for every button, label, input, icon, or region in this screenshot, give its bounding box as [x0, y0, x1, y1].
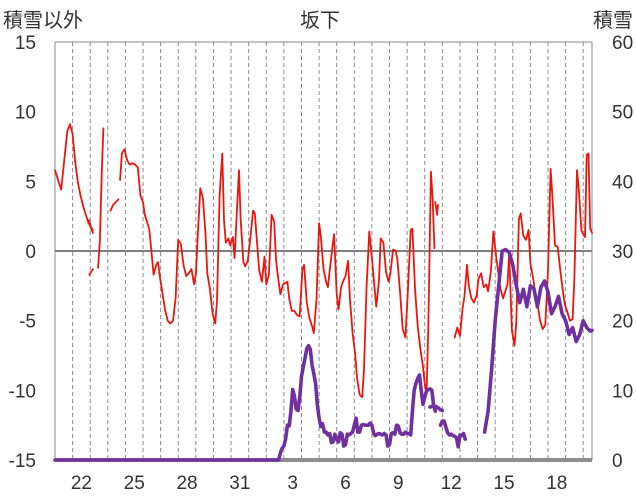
x-tick-label: 25 [124, 473, 145, 494]
left-tick-label: -5 [19, 312, 36, 333]
series-2-line-segment [428, 403, 445, 413]
series-2-line-segment [482, 247, 594, 434]
right-tick-label: 10 [612, 381, 633, 402]
right-tick-label: 60 [612, 33, 633, 54]
right-tick-label: 20 [612, 312, 633, 333]
x-tick-label: 18 [546, 473, 567, 494]
series-2-line-segment [53, 343, 438, 462]
x-tick-label: 28 [176, 473, 197, 494]
left-tick-label: -15 [9, 451, 36, 472]
series-1-line-segment [119, 148, 436, 399]
right-tick-label: 40 [612, 172, 633, 193]
left-tick-label: 10 [15, 103, 36, 124]
left-tick-label: 5 [25, 172, 36, 193]
chart-title: 坂下 [300, 9, 340, 32]
series-1-line-segment [109, 198, 120, 212]
right-tick-label: 50 [612, 103, 633, 124]
series-1-line-segment [97, 127, 105, 269]
x-tick-label: 9 [393, 473, 404, 494]
x-tick-label: 15 [493, 473, 514, 494]
left-tick-label: 15 [15, 33, 36, 54]
x-tick-label: 3 [287, 473, 298, 494]
series-1-line-segment [88, 268, 94, 276]
series-2-line-segment [438, 419, 468, 449]
series-1-line-segment [88, 219, 94, 234]
right-tick-label: 30 [612, 242, 633, 263]
series-1-line-segment [434, 201, 439, 216]
axes [54, 41, 593, 462]
left-tick-label: 0 [25, 242, 36, 263]
right-axis-label: 積雪 [593, 9, 633, 32]
x-tick-label: 12 [441, 473, 462, 494]
x-axis-ticks: 22 25 28 31 3 6 9 12 15 18 [71, 473, 568, 494]
series-1-line-segment [453, 152, 593, 347]
x-tick-label: 22 [71, 473, 92, 494]
series-group [53, 123, 594, 462]
left-tick-label: -10 [9, 381, 36, 402]
right-tick-label: 0 [612, 451, 623, 472]
left-axis-ticks: 15 10 5 0 -5 -10 -15 [9, 33, 36, 472]
x-tick-label: 31 [229, 473, 250, 494]
right-axis-ticks: 60 50 40 30 20 10 0 [612, 33, 633, 472]
left-axis-label: 積雪以外 [3, 9, 83, 32]
x-tick-label: 6 [340, 473, 351, 494]
series-1-line-segment [54, 123, 94, 232]
